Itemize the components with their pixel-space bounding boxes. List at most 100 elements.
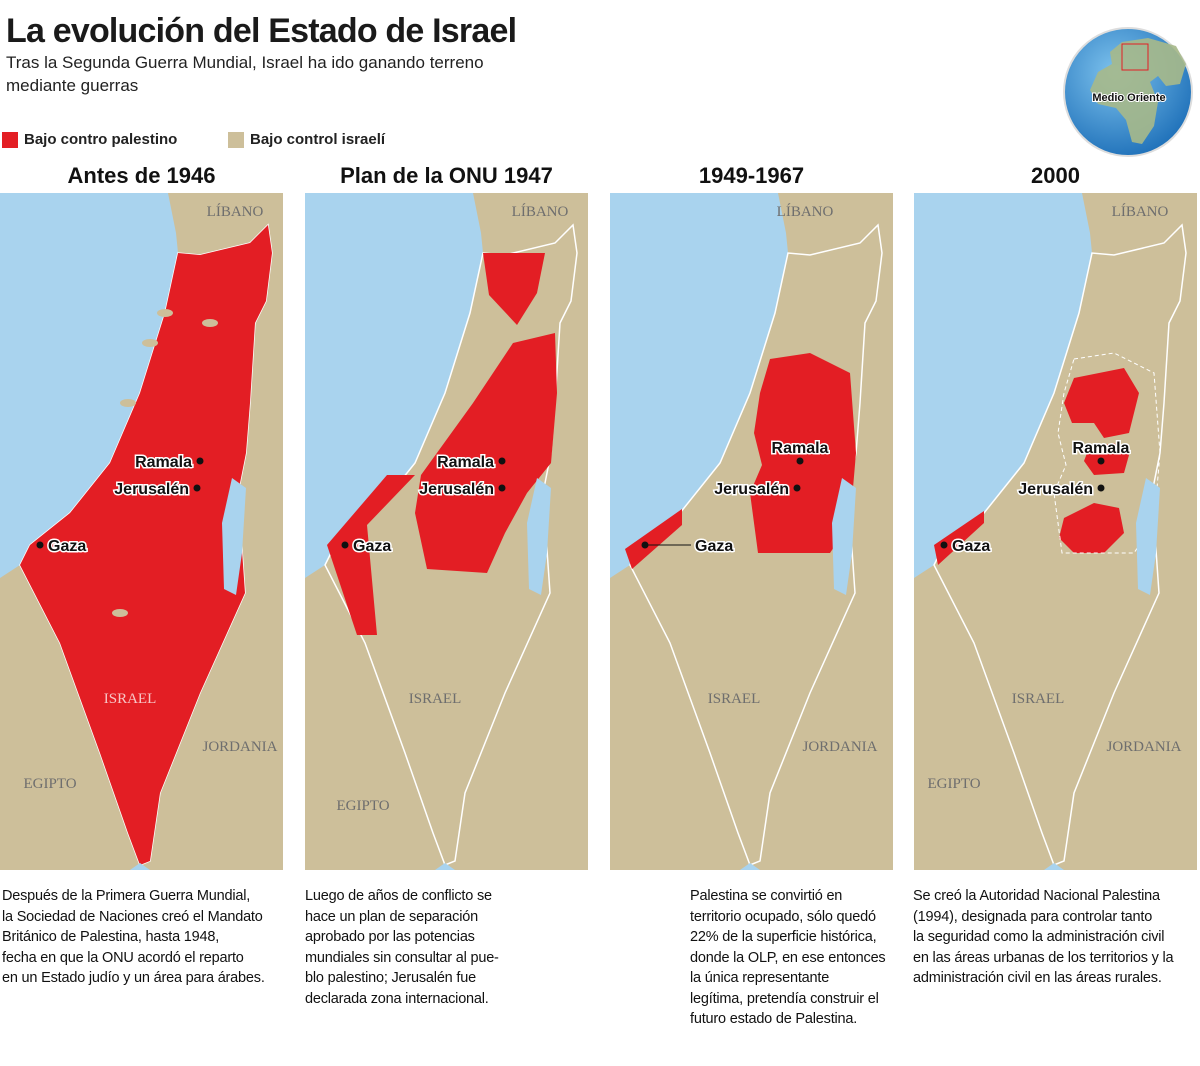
city-label: Ramala bbox=[772, 440, 829, 457]
country-label: LÍBANO bbox=[512, 203, 569, 220]
legend-label: Bajo contro palestino bbox=[24, 131, 178, 148]
dead-sea bbox=[527, 478, 551, 595]
country-label: EGIPTO bbox=[23, 776, 76, 792]
sea bbox=[0, 193, 178, 578]
country-label: LÍBANO bbox=[207, 203, 264, 220]
description-line: hace un plan de separación bbox=[305, 908, 478, 925]
legend-swatch bbox=[2, 131, 18, 148]
country-label: EGIPTO bbox=[927, 776, 980, 792]
gulf bbox=[435, 863, 455, 870]
title: La evolución del Estado de Israel bbox=[6, 12, 517, 50]
city-label: Jerusalén bbox=[419, 481, 494, 498]
country-label: JORDANIA bbox=[803, 739, 878, 755]
description-line: territorio ocupado, sólo quedó bbox=[690, 908, 876, 925]
israeli-area bbox=[202, 319, 218, 327]
description-line: aprobado por las potencias bbox=[305, 929, 475, 945]
map: LÍBANO Ramala Jerusalén Gaza ISRAEL JORDANIA bbox=[610, 193, 893, 870]
city-label: Gaza bbox=[353, 538, 391, 555]
country-label: ISRAEL bbox=[1012, 691, 1065, 707]
description-line: la única representante bbox=[690, 970, 830, 986]
gulf bbox=[1044, 863, 1064, 870]
subtitle-line: mediante guerras bbox=[6, 76, 139, 95]
palestinian-area bbox=[20, 225, 272, 865]
palestinian-area bbox=[934, 511, 984, 565]
subtitle-line: Tras la Segunda Guerra Mundial, Israel h… bbox=[6, 53, 484, 72]
panel-description: Luego de años de conflicto se hace un pla… bbox=[305, 886, 499, 1009]
palestinian-area bbox=[1064, 368, 1139, 438]
sea bbox=[610, 193, 788, 578]
country-label: JORDANIA bbox=[203, 739, 278, 755]
city-label: Gaza bbox=[695, 538, 733, 555]
city-dot bbox=[793, 484, 801, 492]
city-label: Ramala bbox=[437, 454, 494, 471]
description-line: donde la OLP, en ese entonces bbox=[690, 949, 886, 966]
israeli-area bbox=[157, 309, 173, 317]
legend-item: Bajo control israelí bbox=[228, 131, 385, 148]
description-line: Se creó la Autoridad Nacional Palestina bbox=[913, 888, 1160, 904]
country-label: ISRAEL bbox=[104, 691, 157, 707]
palestinian-area bbox=[750, 353, 856, 553]
panel-title: 2000 bbox=[1031, 163, 1080, 188]
city-dot bbox=[1097, 484, 1105, 492]
panel-description: Se creó la Autoridad Nacional Palestina (… bbox=[913, 886, 1174, 989]
city-dot bbox=[193, 484, 201, 492]
map: LÍBANO Ramala Jerusalén Gaza ISRAEL JORDANIA E… bbox=[0, 193, 283, 870]
city-dot bbox=[341, 541, 349, 549]
city-label: Ramala bbox=[1073, 440, 1130, 457]
description-line: futuro estado de Palestina. bbox=[690, 1011, 858, 1027]
globe-label: Medio Oriente bbox=[1092, 92, 1165, 104]
dead-sea bbox=[1136, 478, 1160, 595]
description-line: la Sociedad de Naciones creó el Mandato bbox=[2, 908, 263, 925]
israeli-area bbox=[120, 399, 136, 407]
map: LÍBANO Ramala Jerusalén Gaza ISRAEL EGIPTO bbox=[305, 193, 588, 870]
country-label: LÍBANO bbox=[1112, 203, 1169, 220]
description-line: Británico de Palestina, hasta 1948, bbox=[2, 929, 220, 945]
palestinian-area bbox=[327, 475, 415, 635]
city-label: Jerusalén bbox=[1018, 481, 1093, 498]
description-line: (1994), designada para controlar tanto bbox=[913, 908, 1153, 925]
gulf bbox=[740, 863, 760, 870]
city-label: Ramala bbox=[135, 454, 192, 471]
palestinian-area bbox=[625, 509, 682, 569]
city-dot bbox=[36, 541, 44, 549]
panel-title: Antes de 1946 bbox=[67, 163, 216, 188]
description-line: blo palestino; Jerusalén fue bbox=[305, 970, 476, 986]
description-line: fecha en que la ONU acordó el reparto bbox=[2, 949, 244, 966]
country-label: ISRAEL bbox=[409, 691, 462, 707]
sea bbox=[305, 193, 483, 578]
description-line: administración civil en las áreas rurale… bbox=[913, 970, 1162, 986]
gulf bbox=[130, 863, 150, 870]
panel-title: Plan de la ONU 1947 bbox=[340, 163, 553, 188]
west-bank-outline bbox=[1053, 352, 1161, 554]
city-dot bbox=[498, 484, 506, 492]
city-label: Jerusalén bbox=[114, 481, 189, 498]
palestinian-area bbox=[415, 333, 557, 573]
country-label: EGIPTO bbox=[336, 798, 389, 814]
city-dot bbox=[196, 457, 204, 465]
description-line: en las áreas urbanas de los territorios … bbox=[913, 949, 1174, 966]
country-label: JORDANIA bbox=[1107, 739, 1182, 755]
description-line: Después de la Primera Guerra Mundial, bbox=[2, 888, 251, 904]
country-label: LÍBANO bbox=[777, 203, 834, 220]
country-label: ISRAEL bbox=[708, 691, 761, 707]
panel-description: Palestina se convirtió en territorio ocup… bbox=[690, 886, 886, 1030]
description-line: declarada zona internacional. bbox=[305, 990, 489, 1007]
palestinian-area bbox=[1059, 503, 1124, 553]
israeli-area bbox=[142, 339, 158, 347]
panel-description: Después de la Primera Guerra Mundial, la … bbox=[2, 886, 265, 989]
legend-label: Bajo control israelí bbox=[250, 131, 386, 148]
description-line: mundiales sin consultar al pue- bbox=[305, 949, 499, 966]
sea bbox=[914, 193, 1092, 578]
legend-item: Bajo contro palestino bbox=[2, 131, 177, 148]
city-dot bbox=[1097, 457, 1105, 465]
city-dot bbox=[796, 457, 804, 465]
panel-title: 1949-1967 bbox=[698, 163, 805, 188]
city-dot bbox=[498, 457, 506, 465]
description-line: la seguridad como la administración civi… bbox=[913, 929, 1165, 945]
description-line: en un Estado judío y un área para árabes… bbox=[2, 970, 265, 986]
description-line: Palestina se convirtió en bbox=[690, 888, 843, 904]
city-label: Jerusalén bbox=[714, 481, 789, 498]
israeli-area bbox=[112, 609, 128, 617]
subtitle: Tras la Segunda Guerra Mundial, Israel h… bbox=[6, 51, 484, 97]
